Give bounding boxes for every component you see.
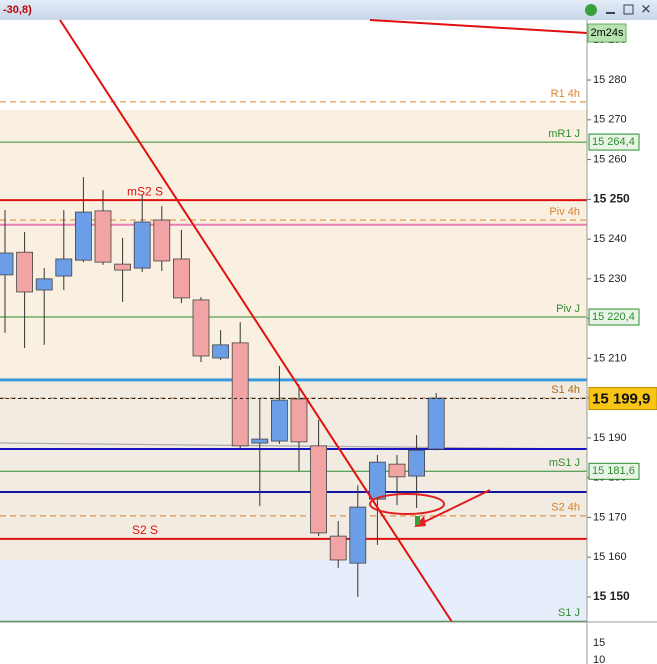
minimize-button[interactable] bbox=[606, 12, 615, 14]
level-label: S1 4h bbox=[551, 384, 580, 396]
candle-body bbox=[349, 506, 367, 564]
window-title: -30,8) bbox=[3, 4, 32, 16]
annotation-arrow bbox=[419, 489, 491, 525]
y-tick-label: 15 280 bbox=[593, 74, 627, 86]
candle-body bbox=[290, 398, 308, 443]
level-label: mS2 S bbox=[127, 184, 163, 198]
y-tick-label: 15 230 bbox=[593, 273, 627, 285]
level-label: mR1 J bbox=[548, 128, 580, 140]
candle-body bbox=[114, 263, 131, 271]
candle-body bbox=[408, 449, 426, 477]
level-label: S1 J bbox=[558, 607, 580, 619]
close-button[interactable]: ✕ bbox=[641, 1, 652, 16]
candle-body bbox=[172, 258, 190, 299]
y-tick-label: 15 170 bbox=[593, 511, 627, 523]
signal-marker bbox=[415, 516, 420, 525]
candle-body bbox=[133, 221, 151, 269]
candle-body bbox=[153, 219, 171, 262]
last-price-label: 15 199,9 bbox=[592, 391, 650, 408]
candle-body bbox=[231, 342, 249, 447]
y-tick-label: 15 210 bbox=[593, 352, 627, 364]
y-tick-label: 15 240 bbox=[593, 233, 627, 245]
level-label: S2 4h bbox=[551, 502, 580, 514]
y-tick-label: 15 190 bbox=[593, 432, 627, 444]
candle-body bbox=[251, 438, 269, 444]
axis-label-box bbox=[588, 308, 640, 326]
axis-label: 15 181,6 bbox=[592, 465, 635, 477]
lower-pane-label: 15 bbox=[593, 637, 605, 649]
timer: 2m24s bbox=[590, 27, 624, 39]
level-label: R1 4h bbox=[551, 88, 580, 100]
candle-body bbox=[94, 210, 112, 263]
axis-label-box bbox=[588, 462, 640, 480]
title-bar bbox=[0, 0, 657, 20]
candle-body bbox=[75, 211, 92, 261]
annotation-ellipse bbox=[369, 493, 445, 515]
candle-body bbox=[427, 397, 445, 450]
candle-body bbox=[310, 445, 328, 534]
level-label: mS1 J bbox=[549, 457, 580, 469]
axis-label: 15 220,4 bbox=[592, 311, 635, 323]
candle-body bbox=[192, 299, 210, 357]
moving-average bbox=[0, 442, 588, 450]
candle-body bbox=[270, 399, 288, 442]
candle-body bbox=[329, 535, 347, 561]
level-label: S2 S bbox=[132, 523, 158, 537]
lower-pane-label: 10 bbox=[593, 654, 605, 664]
y-tick-label: 15 250 bbox=[593, 191, 630, 205]
candle-body bbox=[35, 278, 53, 291]
trend-line bbox=[369, 19, 588, 34]
candle-body bbox=[368, 461, 386, 500]
candle-body bbox=[388, 463, 406, 478]
y-tick-label: 15 150 bbox=[593, 589, 630, 603]
candle-body bbox=[55, 258, 73, 277]
candle-body bbox=[212, 344, 230, 359]
trend-line bbox=[59, 19, 453, 623]
y-tick-label: 15 160 bbox=[593, 551, 627, 563]
background-band bbox=[0, 560, 587, 622]
y-tick-label: 15 260 bbox=[593, 153, 627, 165]
level-label: Piv J bbox=[556, 303, 580, 315]
axis-label: 15 264,4 bbox=[592, 136, 635, 148]
maximize-button[interactable] bbox=[623, 4, 634, 15]
plot-area bbox=[0, 20, 588, 622]
y-tick-label: 15 270 bbox=[593, 114, 627, 126]
timer-box bbox=[587, 23, 627, 43]
axis-label-box bbox=[588, 133, 640, 151]
level-label: Piv 4h bbox=[549, 206, 580, 218]
last-price-box bbox=[588, 387, 657, 411]
candle-body bbox=[16, 251, 34, 293]
candle-body bbox=[0, 252, 14, 276]
refresh-icon[interactable] bbox=[585, 4, 597, 16]
